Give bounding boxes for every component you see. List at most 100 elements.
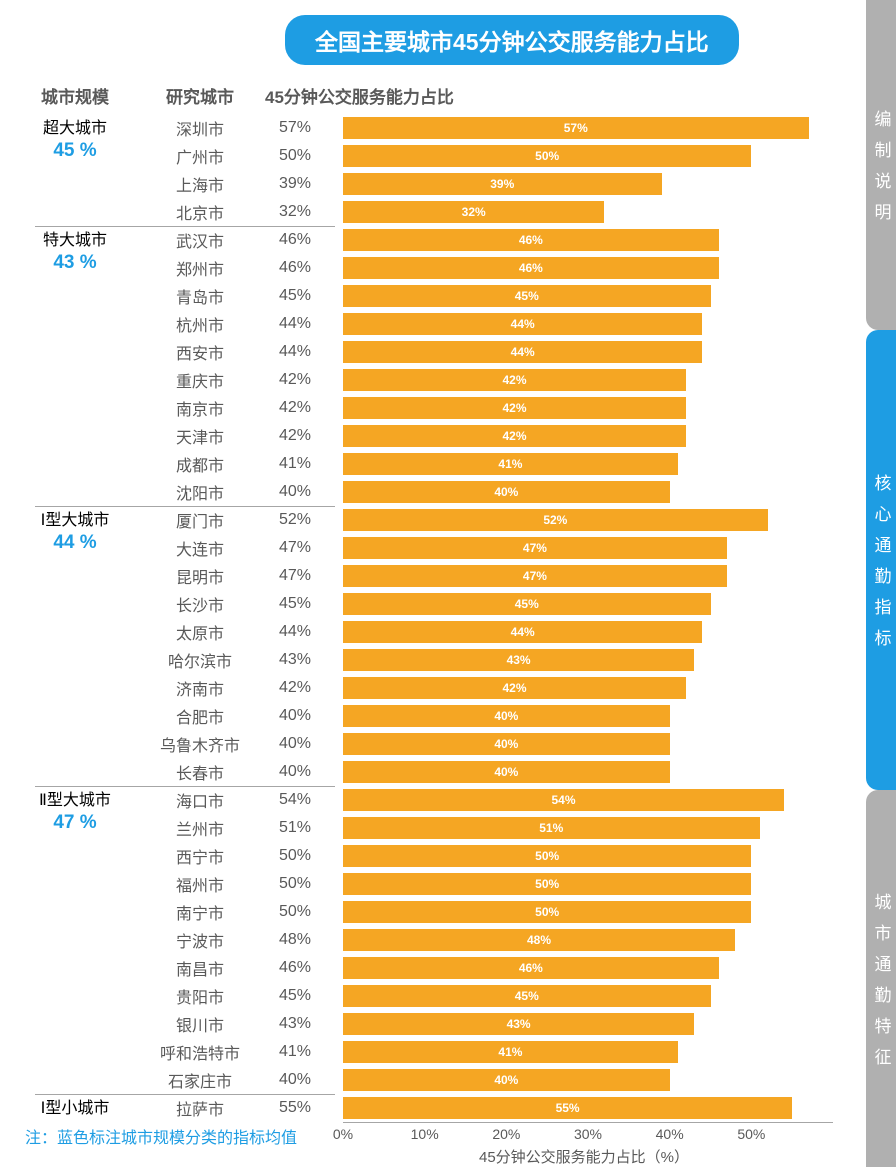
bar: 44% (343, 621, 702, 643)
city-value: 45% (255, 595, 335, 613)
city-value: 42% (255, 371, 335, 389)
city-value: 50% (255, 847, 335, 865)
city-name: 郑州市 (145, 256, 255, 280)
data-row: 拉萨市55%55% (5, 1094, 840, 1122)
side-tab[interactable]: 城市通勤特征 (866, 790, 896, 1167)
city-value: 42% (255, 427, 335, 445)
bar-area: 52% (335, 506, 840, 534)
data-row: 乌鲁木齐市40%40% (5, 730, 840, 758)
bar-area: 42% (335, 394, 840, 422)
side-tab[interactable]: 核心通勤指标 (866, 330, 896, 790)
city-value: 41% (255, 1043, 335, 1061)
data-row: 哈尔滨市43%43% (5, 646, 840, 674)
bar: 42% (343, 677, 686, 699)
bar-area: 43% (335, 1010, 840, 1038)
city-value: 41% (255, 455, 335, 473)
city-value: 50% (255, 875, 335, 893)
city-value: 45% (255, 287, 335, 305)
city-value: 43% (255, 651, 335, 669)
data-row: 宁波市48%48% (5, 926, 840, 954)
city-name: 长春市 (145, 760, 255, 784)
bar: 55% (343, 1097, 792, 1119)
city-value: 40% (255, 763, 335, 781)
data-row: 呼和浩特市41%41% (5, 1038, 840, 1066)
city-value: 46% (255, 959, 335, 977)
bar-area: 46% (335, 254, 840, 282)
city-value: 48% (255, 931, 335, 949)
bar-area: 45% (335, 982, 840, 1010)
bar-area: 48% (335, 926, 840, 954)
bar: 52% (343, 509, 768, 531)
data-row: 沈阳市40%40% (5, 478, 840, 506)
city-name: 福州市 (145, 872, 255, 896)
bar-area: 50% (335, 842, 840, 870)
data-row: 银川市43%43% (5, 1010, 840, 1038)
city-value: 39% (255, 175, 335, 193)
bar: 51% (343, 817, 760, 839)
city-value: 54% (255, 791, 335, 809)
bar: 54% (343, 789, 784, 811)
city-value: 44% (255, 623, 335, 641)
city-group: Ⅰ型小城市拉萨市55%55% (5, 1094, 840, 1122)
data-row: 广州市50%50% (5, 142, 840, 170)
bar: 39% (343, 173, 662, 195)
city-value: 57% (255, 119, 335, 137)
city-value: 46% (255, 259, 335, 277)
city-name: 青岛市 (145, 284, 255, 308)
axis-tick: 40% (656, 1126, 684, 1142)
axis-tick: 50% (737, 1126, 765, 1142)
side-tab[interactable]: 编制说明 (866, 0, 896, 330)
city-value: 51% (255, 819, 335, 837)
city-name: 哈尔滨市 (145, 648, 255, 672)
city-name: 石家庄市 (145, 1068, 255, 1092)
city-name: 海口市 (145, 788, 255, 812)
city-name: 成都市 (145, 452, 255, 476)
data-row: 南京市42%42% (5, 394, 840, 422)
city-value: 43% (255, 1015, 335, 1033)
data-row: 南宁市50%50% (5, 898, 840, 926)
bar-area: 43% (335, 646, 840, 674)
chart-title: 全国主要城市45分钟公交服务能力占比 (285, 15, 739, 65)
bar: 57% (343, 117, 809, 139)
side-tabs: 编制说明核心通勤指标城市通勤特征 (866, 0, 896, 1167)
group-divider (35, 1094, 335, 1095)
city-group: 特大城市43 %武汉市46%46%郑州市46%46%青岛市45%45%杭州市44… (5, 226, 840, 506)
data-row: 天津市42%42% (5, 422, 840, 450)
bar-area: 40% (335, 758, 840, 786)
bar: 32% (343, 201, 604, 223)
city-name: 南京市 (145, 396, 255, 420)
city-value: 47% (255, 567, 335, 585)
city-name: 重庆市 (145, 368, 255, 392)
bar-area: 50% (335, 870, 840, 898)
bar-area: 42% (335, 366, 840, 394)
data-row: 济南市42%42% (5, 674, 840, 702)
city-name: 西安市 (145, 340, 255, 364)
group-divider (35, 506, 335, 507)
main-content: 全国主要城市45分钟公交服务能力占比 城市规模 研究城市 45分钟公交服务能力占… (0, 0, 860, 1148)
bar-area: 50% (335, 898, 840, 926)
data-row: 长沙市45%45% (5, 590, 840, 618)
city-name: 北京市 (145, 200, 255, 224)
city-value: 46% (255, 231, 335, 249)
bar-area: 40% (335, 1066, 840, 1094)
bar-area: 39% (335, 170, 840, 198)
bar-area: 44% (335, 310, 840, 338)
data-row: 海口市54%54% (5, 786, 840, 814)
city-group: Ⅰ型大城市44 %厦门市52%52%大连市47%47%昆明市47%47%长沙市4… (5, 506, 840, 786)
bar-area: 40% (335, 730, 840, 758)
bar-area: 57% (335, 114, 840, 142)
city-value: 50% (255, 903, 335, 921)
bar-area: 51% (335, 814, 840, 842)
city-name: 昆明市 (145, 564, 255, 588)
bar-area: 54% (335, 786, 840, 814)
data-row: 贵阳市45%45% (5, 982, 840, 1010)
city-value: 40% (255, 707, 335, 725)
city-name: 深圳市 (145, 116, 255, 140)
city-name: 武汉市 (145, 228, 255, 252)
group-divider (35, 786, 335, 787)
city-name: 长沙市 (145, 592, 255, 616)
bar: 41% (343, 1041, 678, 1063)
bar: 46% (343, 257, 719, 279)
bar-area: 40% (335, 478, 840, 506)
data-row: 北京市32%32% (5, 198, 840, 226)
